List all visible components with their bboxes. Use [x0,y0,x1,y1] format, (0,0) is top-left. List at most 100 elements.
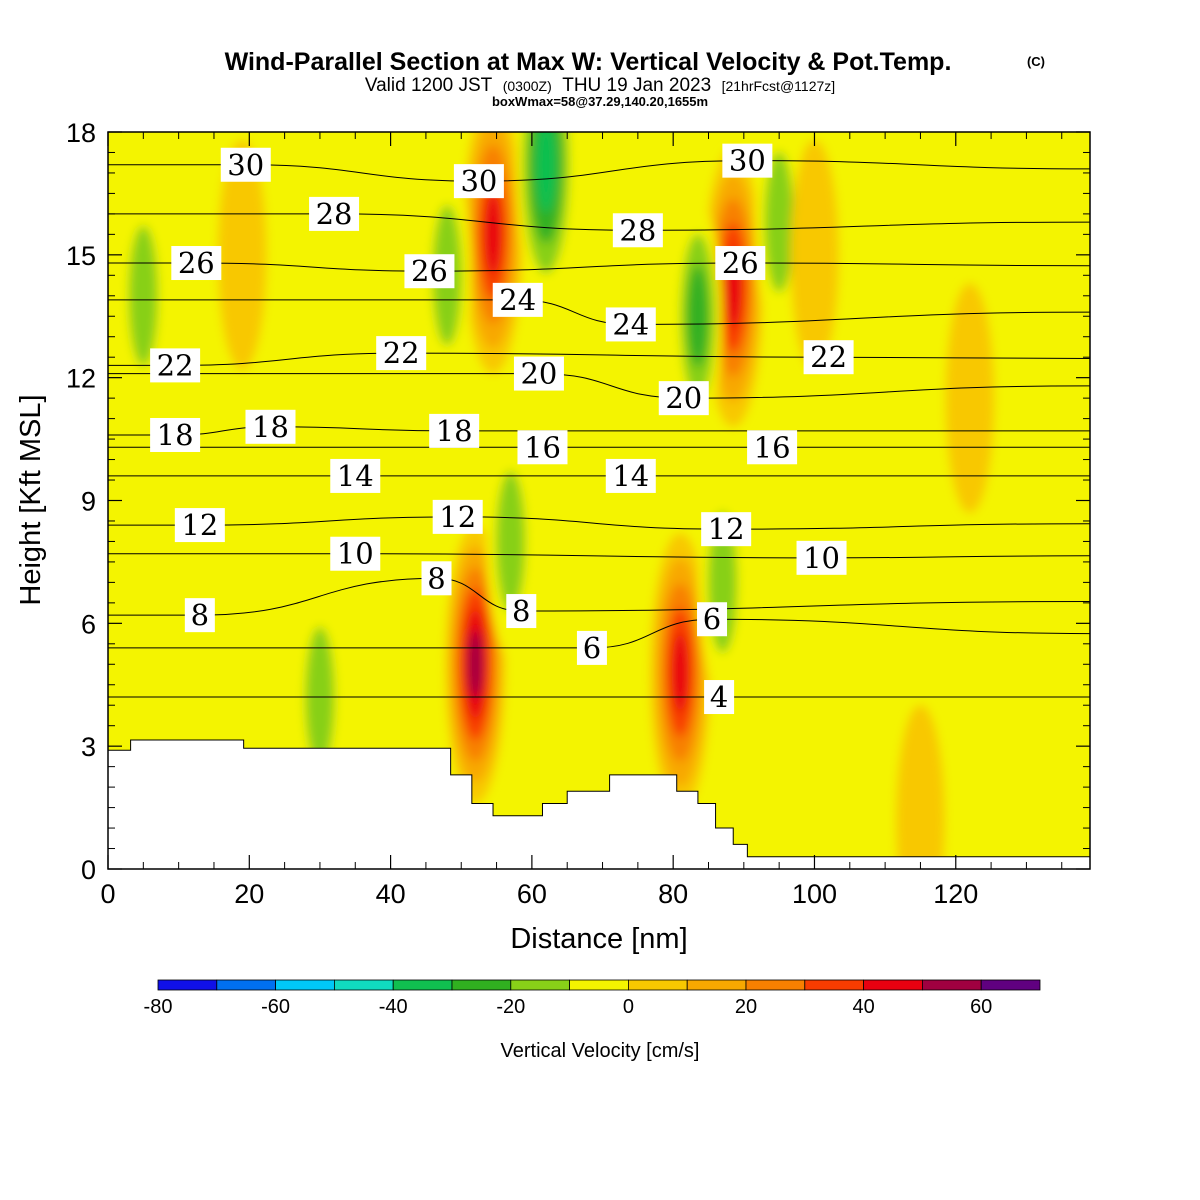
contour-label-text: 26 [178,246,215,280]
y-tick-label: 6 [81,609,96,639]
x-tick-label: 60 [517,879,547,909]
contour-label-box [330,536,381,571]
contour-label: 14 [330,458,381,493]
contour-label: 22 [376,336,427,371]
contour-label-box [220,147,271,182]
contour-label-text: 30 [227,148,264,182]
contour-label-box [171,246,222,281]
contour-label-text: 6 [703,602,721,636]
colorbar-swatch [451,979,512,991]
colorbar-swatch [569,979,629,991]
contour-label: 8 [184,598,215,633]
x-tick-label: 0 [100,879,115,909]
contour-label-text: 30 [729,144,766,178]
colorbar-swatch [980,979,1041,991]
contour-label-box [658,381,709,416]
contour-label-text: 30 [460,164,497,198]
contour-label: 22 [803,340,854,375]
contour-label-text: 26 [722,246,759,280]
velocity-cell [945,283,994,513]
x-axis-label: Distance [nm] [510,923,687,955]
contour-label-box [245,409,296,444]
y-tick-label: 9 [81,487,96,517]
colorbar-tick-label: 20 [735,996,757,1018]
theta-contour [108,618,1090,649]
contour-label-text: 8 [427,561,445,595]
contour-label-text: 18 [157,418,194,452]
y-tick-label: 18 [66,118,96,148]
y-tick-label: 15 [66,241,96,271]
contour-label-text: 10 [803,541,840,575]
colorbar-tick-label: -20 [496,996,525,1018]
contour-label: 6 [697,602,728,637]
velocity-cell [535,132,557,214]
colorbar-tick-label: 60 [970,996,992,1018]
y-tick-label: 3 [81,732,96,762]
valid-prefix: Valid 1200 JST [365,75,493,96]
contour-label-box [605,458,656,493]
velocity-cell [128,225,159,367]
velocity-cell [302,132,352,349]
contour-label-box [404,254,455,289]
contour-label-box [184,598,215,633]
colorbar-swatch [804,979,864,991]
contour-label: 30 [453,164,504,199]
contour-label-text: 18 [436,414,473,448]
contour-label: 16 [517,430,568,465]
contour-label-text: 14 [337,459,374,493]
contour-label-text: 12 [708,512,745,546]
terrain [108,739,1090,869]
colorbar-tick-label: 40 [852,996,874,1018]
contour-label-box [605,307,656,342]
contour-label: 8 [506,594,537,629]
contour-label-box [803,340,854,375]
contour-label-box [576,630,607,665]
colorbar-swatch [863,979,923,991]
contour-label: 18 [150,417,201,452]
contour-label-box [715,246,766,281]
colorbar-swatch [745,979,806,991]
contour-label-box [722,143,773,178]
colorbar-swatch [922,979,982,991]
contour-label: 18 [245,409,296,444]
colorbar-tick-label: -80 [144,996,173,1018]
contour-label-box [517,430,568,465]
contour-label: 12 [174,508,225,543]
forecast-info: [21hrFcst@1127z] [722,78,836,94]
contour-label: 14 [605,458,656,493]
contour-label-box [747,430,798,465]
velocity-cell [484,194,502,275]
contour-label-text: 20 [665,381,702,415]
contour-label-box [704,680,735,715]
contour-label-text: 14 [612,459,649,493]
theta-contour [108,299,1090,325]
contour-label: 24 [492,282,543,317]
colorbar-swatch [686,979,747,991]
contour-label-box [432,499,483,534]
contour-label: 26 [404,254,455,289]
contour-label: 26 [171,246,222,281]
contour-label-box [612,213,663,248]
x-tick-label: 40 [376,879,406,909]
velocity-cell [790,140,839,370]
y-axis: 0 3 6 9 12 15 18 [66,118,1090,885]
contour-label: 26 [715,246,766,281]
contour-label-box [492,282,543,317]
contour-label-text: 8 [512,594,530,628]
contour-label-box [796,540,847,575]
contour-label-text: 26 [411,254,448,288]
contour-label: 30 [220,147,271,182]
contour-label-box [453,164,504,199]
chart-title: Wind-Parallel Section at Max W: Vertical… [225,48,952,76]
contour-label-text: 28 [619,213,656,247]
contour-label: 20 [658,381,709,416]
contour-label-text: 22 [157,348,194,382]
valid-date: THU 19 Jan 2023 [562,75,711,96]
contour-label: 6 [576,630,607,665]
colorbar-tick-label: -60 [261,996,290,1018]
theta-contour [108,213,1090,231]
colorbar-tick-label: 0 [623,996,634,1018]
contour-label-text: 18 [252,410,289,444]
contour-label: 16 [747,430,798,465]
contour-label-box [309,196,360,231]
